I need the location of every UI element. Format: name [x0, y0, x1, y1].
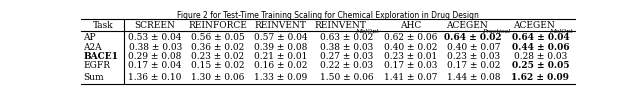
- Text: Practical: Practical: [483, 29, 511, 34]
- Text: 0.23 ± 0.02: 0.23 ± 0.02: [191, 52, 244, 61]
- Text: Figure 2 for Test-Time Training Scaling for Chemical Exploration in Drug Design: Figure 2 for Test-Time Training Scaling …: [177, 11, 479, 20]
- Text: AP: AP: [84, 33, 96, 42]
- Text: MolOpt: MolOpt: [356, 29, 380, 34]
- Text: 0.28 ± 0.03: 0.28 ± 0.03: [514, 52, 567, 61]
- Text: 1.50 ± 0.06: 1.50 ± 0.06: [320, 73, 373, 82]
- Text: 0.23 ± 0.03: 0.23 ± 0.03: [447, 52, 500, 61]
- Text: REINVENT: REINVENT: [315, 21, 367, 30]
- Text: 0.56 ± 0.05: 0.56 ± 0.05: [191, 33, 244, 42]
- Text: 0.53 ± 0.04: 0.53 ± 0.04: [129, 33, 182, 42]
- Text: 0.23 ± 0.01: 0.23 ± 0.01: [384, 52, 438, 61]
- Text: Task: Task: [93, 21, 113, 30]
- Text: REINVENT: REINVENT: [254, 21, 307, 30]
- Text: 1.62 ± 0.09: 1.62 ± 0.09: [511, 73, 570, 82]
- Text: 0.38 ± 0.03: 0.38 ± 0.03: [320, 43, 373, 52]
- Text: 1.33 ± 0.09: 1.33 ± 0.09: [253, 73, 307, 82]
- Text: 1.36 ± 0.10: 1.36 ± 0.10: [129, 73, 182, 82]
- Text: 0.62 ± 0.06: 0.62 ± 0.06: [384, 33, 438, 42]
- Text: 0.64 ± 0.04: 0.64 ± 0.04: [511, 33, 569, 42]
- Text: MolOpt: MolOpt: [549, 29, 573, 34]
- Text: 1.41 ± 0.07: 1.41 ± 0.07: [384, 73, 438, 82]
- Text: 0.27 ± 0.03: 0.27 ± 0.03: [320, 52, 373, 61]
- Text: 0.36 ± 0.02: 0.36 ± 0.02: [191, 43, 244, 52]
- Text: 0.63 ± 0.02: 0.63 ± 0.02: [320, 33, 373, 42]
- Text: 0.17 ± 0.02: 0.17 ± 0.02: [447, 61, 500, 70]
- Text: 0.44 ± 0.06: 0.44 ± 0.06: [511, 43, 569, 52]
- Text: 1.30 ± 0.06: 1.30 ± 0.06: [191, 73, 244, 82]
- Text: BACE1: BACE1: [84, 52, 118, 61]
- Text: 0.40 ± 0.07: 0.40 ± 0.07: [447, 43, 500, 52]
- Text: 0.22 ± 0.03: 0.22 ± 0.03: [320, 61, 373, 70]
- Text: ACEGEN: ACEGEN: [513, 21, 556, 30]
- Text: 0.15 ± 0.02: 0.15 ± 0.02: [191, 61, 244, 70]
- Text: 0.17 ± 0.03: 0.17 ± 0.03: [384, 61, 438, 70]
- Text: 1.44 ± 0.08: 1.44 ± 0.08: [447, 73, 500, 82]
- Text: 0.25 ± 0.05: 0.25 ± 0.05: [511, 61, 569, 70]
- Text: 0.29 ± 0.08: 0.29 ± 0.08: [129, 52, 182, 61]
- Text: ACEGEN: ACEGEN: [447, 21, 488, 30]
- Text: 0.17 ± 0.04: 0.17 ± 0.04: [129, 61, 182, 70]
- Text: 0.21 ± 0.01: 0.21 ± 0.01: [253, 52, 307, 61]
- Text: EGFR: EGFR: [84, 61, 111, 70]
- Text: 0.64 ± 0.02: 0.64 ± 0.02: [445, 33, 502, 42]
- Text: 0.57 ± 0.04: 0.57 ± 0.04: [253, 33, 307, 42]
- Text: SCREEN: SCREEN: [135, 21, 175, 30]
- Text: Sum: Sum: [84, 73, 104, 82]
- Text: 0.38 ± 0.03: 0.38 ± 0.03: [129, 43, 182, 52]
- Text: 0.39 ± 0.08: 0.39 ± 0.08: [253, 43, 307, 52]
- Text: 0.16 ± 0.02: 0.16 ± 0.02: [253, 61, 307, 70]
- Text: AHC: AHC: [400, 21, 422, 30]
- Text: REINFORCE: REINFORCE: [188, 21, 247, 30]
- Text: 0.40 ± 0.02: 0.40 ± 0.02: [384, 43, 438, 52]
- Text: A2A: A2A: [84, 43, 102, 52]
